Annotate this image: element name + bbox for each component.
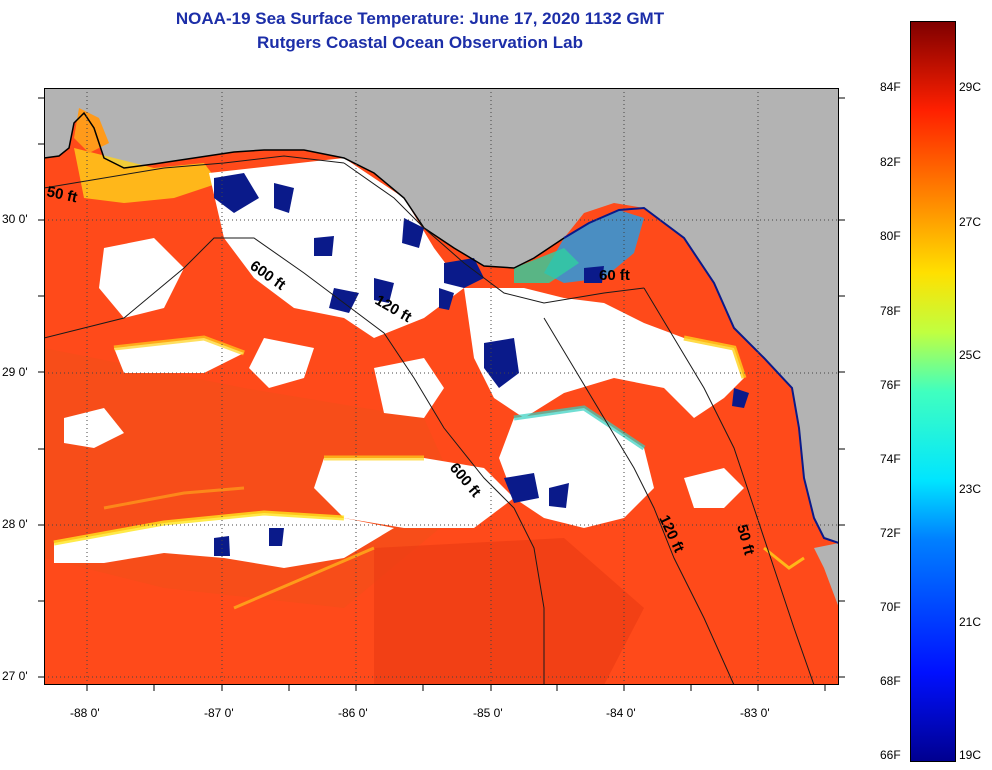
colorbar-f-label: 74F bbox=[880, 452, 901, 466]
lon-label: -83 0' bbox=[740, 706, 770, 720]
colorbar-f-label: 82F bbox=[880, 155, 901, 169]
cold-speckles bbox=[214, 173, 749, 556]
cold-coast-band bbox=[514, 248, 579, 283]
land-area bbox=[814, 543, 839, 608]
lat-label: 30 0' bbox=[2, 212, 28, 226]
colorbar-f-label: 72F bbox=[880, 526, 901, 540]
graticule bbox=[44, 88, 839, 685]
colorbar-c-label: 29C bbox=[959, 80, 982, 94]
coastline bbox=[563, 206, 839, 544]
warm-patch bbox=[374, 538, 644, 685]
cloud-cover bbox=[54, 158, 744, 568]
warm-streaks bbox=[103, 486, 805, 610]
lon-label: -87 0' bbox=[204, 706, 234, 720]
lon-label: -85 0' bbox=[473, 706, 503, 720]
colorbar-c-label: 19C bbox=[959, 748, 982, 762]
cloud-edges bbox=[53, 335, 747, 546]
colorbar-c-label: 23C bbox=[959, 482, 982, 496]
colorbar-c-label: 25C bbox=[959, 348, 982, 362]
temperature-colorbar bbox=[910, 21, 956, 762]
lon-label: -84 0' bbox=[606, 706, 636, 720]
colorbar-f-label: 78F bbox=[880, 304, 901, 318]
lat-label: 27 0' bbox=[2, 669, 28, 683]
sst-map: 50 ft 600 ft 120 ft 60 ft 600 ft 120 ft … bbox=[44, 88, 839, 685]
contour-label: 50 ft bbox=[45, 183, 79, 206]
map-title: NOAA-19 Sea Surface Temperature: June 17… bbox=[175, 9, 665, 28]
map-subtitle: Rutgers Coastal Ocean Observation Lab bbox=[257, 33, 583, 52]
depth-contours bbox=[44, 155, 815, 685]
colorbar-c-label: 27C bbox=[959, 215, 982, 229]
lat-label: 28 0' bbox=[2, 517, 28, 531]
colorbar-f-label: 84F bbox=[880, 80, 901, 94]
colorbar-f-label: 66F bbox=[880, 748, 901, 762]
colorbar-f-label: 76F bbox=[880, 378, 901, 392]
lon-label: -88 0' bbox=[70, 706, 100, 720]
cold-coast-band bbox=[74, 108, 109, 153]
lon-label: -86 0' bbox=[338, 706, 368, 720]
colorbar-f-label: 68F bbox=[880, 674, 901, 688]
contour-label: 60 ft bbox=[599, 267, 630, 284]
colorbar-f-label: 80F bbox=[880, 229, 901, 243]
colorbar-f-label: 70F bbox=[880, 600, 901, 614]
colorbar-c-label: 21C bbox=[959, 615, 982, 629]
lat-label: 29 0' bbox=[2, 365, 28, 379]
land-area bbox=[44, 88, 839, 543]
coastline bbox=[44, 111, 565, 269]
